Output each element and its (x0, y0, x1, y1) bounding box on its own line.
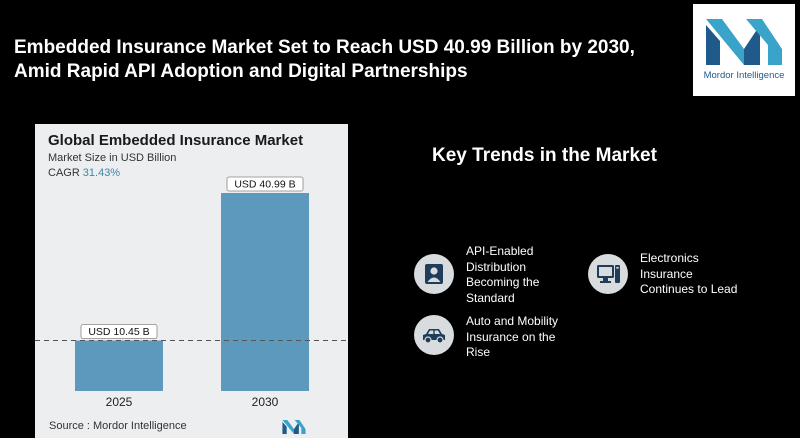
chart-card: Global Embedded Insurance Market Market … (35, 124, 348, 438)
mordor-small-logo-icon (282, 420, 306, 434)
trend-item-api: API-Enabled Distribution Becoming the St… (466, 244, 540, 305)
mordor-logo-icon (706, 19, 782, 65)
svg-text:USD 10.45 B: USD 10.45 B (88, 326, 149, 338)
bar-chart: USD 10.45 B USD 40.99 B 2025 2030 (35, 176, 348, 409)
trends-title: Key Trends in the Market (432, 145, 657, 166)
cagr-value: 31.43% (82, 167, 121, 179)
svg-text:USD 40.99 B: USD 40.99 B (234, 179, 295, 191)
computer-monitor-icon (588, 254, 628, 294)
bar-2025 (75, 340, 163, 391)
car-icon (414, 315, 454, 355)
data-label-2025: USD 10.45 B (80, 324, 158, 339)
person-portrait-icon (414, 254, 454, 294)
data-label-2030: USD 40.99 B (226, 176, 304, 192)
trend-item-electronics: Electronics Insurance Continues to Lead (640, 251, 738, 296)
headline-line-2: Amid Rapid API Adoption and Digital Part… (14, 61, 468, 82)
x-tick-2025: 2025 (106, 395, 133, 409)
bar-2030 (221, 193, 309, 391)
headline-line-1: Embedded Insurance Market Set to Reach U… (14, 37, 635, 58)
brand-name: Mordor Intelligence (703, 70, 785, 81)
trend-item-auto: Auto and Mobility Insurance on the Rise (466, 314, 559, 359)
cagr-label: CAGR (48, 167, 80, 179)
chart-title: Global Embedded Insurance Market (48, 132, 304, 149)
x-tick-2030: 2030 (252, 395, 279, 409)
headline: Embedded Insurance Market Set to Reach U… (14, 36, 674, 84)
chart-cagr: CAGR 31.43% (48, 167, 120, 179)
chart-source: Source : Mordor Intelligence (49, 420, 187, 432)
chart-subtitle: Market Size in USD Billion (48, 152, 177, 164)
brand-logo: Mordor Intelligence (693, 4, 795, 96)
